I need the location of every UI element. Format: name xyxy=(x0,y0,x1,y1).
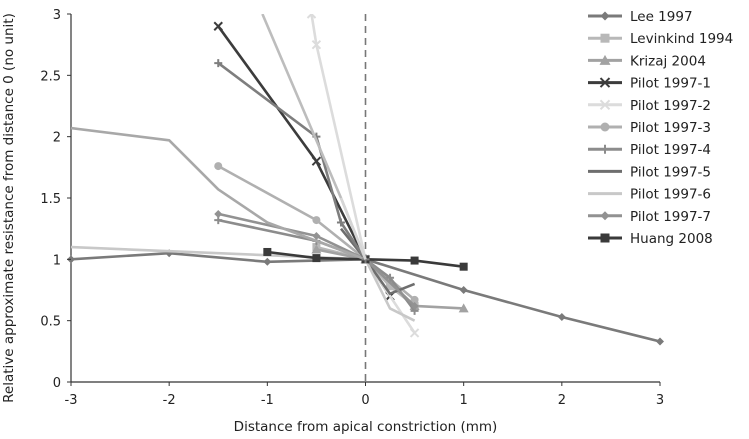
legend-label: Pilot 1997-5 xyxy=(630,164,711,180)
legend-item: Huang 2008 xyxy=(588,231,713,247)
data-point xyxy=(213,21,223,31)
data-point xyxy=(312,232,321,241)
legend-swatch-marker xyxy=(599,99,611,111)
legend-item: Pilot 1997-3 xyxy=(588,120,711,136)
data-point xyxy=(459,262,468,271)
legend-item: Pilot 1997-4 xyxy=(588,142,711,158)
data-point xyxy=(410,256,419,265)
x-tick-label: -3 xyxy=(65,393,78,408)
plot-area xyxy=(67,14,664,383)
legend-label: Pilot 1997-1 xyxy=(630,76,711,92)
legend-item: Pilot 1997-7 xyxy=(588,209,711,225)
data-point xyxy=(386,273,395,282)
data-point xyxy=(557,312,566,321)
data-point xyxy=(409,328,420,338)
x-tick-label: 2 xyxy=(558,393,566,408)
data-point xyxy=(312,254,321,263)
data-point xyxy=(214,162,223,171)
legend-item: Pilot 1997-2 xyxy=(588,98,711,114)
series-7 xyxy=(339,227,416,295)
data-point xyxy=(656,337,664,346)
legend-label: Pilot 1997-3 xyxy=(630,120,711,136)
series-group xyxy=(67,14,664,346)
legend-label: Pilot 1997-2 xyxy=(630,98,711,114)
data-point xyxy=(311,244,322,254)
x-axis-ticks: -3 -2 -1 0 1 2 3 xyxy=(65,382,664,408)
x-tick-label: 3 xyxy=(656,393,664,408)
series-line xyxy=(310,14,416,334)
x-tick-label: -2 xyxy=(163,393,176,408)
legend-label: Pilot 1997-4 xyxy=(630,142,711,158)
legend-item: Krizaj 2004 xyxy=(588,53,706,69)
legend-label: Levinkind 1994 xyxy=(630,31,733,47)
legend-label: Krizaj 2004 xyxy=(630,53,706,69)
data-point xyxy=(263,257,272,266)
series-line xyxy=(218,212,416,307)
legend: Lee 1997 Levinkind 1994 Krizaj 2004 Pilot 1… xyxy=(588,9,733,247)
legend-swatch-marker xyxy=(600,33,610,43)
legend-swatch-marker xyxy=(600,11,610,21)
y-axis-title: Relative approximate resistance from dis… xyxy=(1,13,17,403)
data-point xyxy=(410,301,419,310)
legend-label: Pilot 1997-7 xyxy=(630,209,711,225)
y-tick-label: 0 xyxy=(53,376,61,391)
series-line xyxy=(70,245,416,322)
legend-item: Pilot 1997-1 xyxy=(588,76,711,92)
legend-swatch-marker xyxy=(599,77,611,88)
data-point xyxy=(336,218,345,227)
series-11 xyxy=(70,126,366,261)
data-point xyxy=(263,247,272,256)
x-tick-label: 1 xyxy=(460,393,468,408)
legend-swatch-marker xyxy=(600,144,610,154)
data-point xyxy=(312,216,321,225)
y-tick-label: 3 xyxy=(53,8,61,23)
y-tick-label: 1.5 xyxy=(40,192,61,207)
data-point xyxy=(459,286,468,294)
series-line xyxy=(339,197,367,260)
series-14 xyxy=(339,197,367,260)
legend-label: Pilot 1997-6 xyxy=(630,187,711,203)
y-tick-label: 0.5 xyxy=(40,315,61,330)
x-tick-label: -1 xyxy=(261,393,274,408)
y-tick-label: 2 xyxy=(53,131,61,146)
legend-swatch-marker xyxy=(599,54,611,65)
y-axis-ticks: 0 0.5 1 1.5 2 2.5 3 xyxy=(40,8,71,391)
legend-swatch-marker xyxy=(600,211,610,221)
y-tick-label: 1 xyxy=(53,253,61,268)
legend-swatch-marker xyxy=(600,233,610,243)
series-8 xyxy=(70,245,416,322)
y-tick-label: 2.5 xyxy=(40,69,61,84)
legend-item: Lee 1997 xyxy=(588,9,693,25)
series-line xyxy=(217,62,367,261)
data-point xyxy=(410,295,419,304)
legend-label: Lee 1997 xyxy=(630,9,693,25)
legend-swatch-marker xyxy=(600,122,610,132)
data-point xyxy=(458,303,469,313)
x-axis-title: Distance from apical constriction (mm) xyxy=(234,419,498,435)
data-point xyxy=(214,59,223,68)
legend-label: Huang 2008 xyxy=(630,231,713,247)
data-point xyxy=(214,209,223,218)
legend-item: Levinkind 1994 xyxy=(588,31,733,47)
legend-item: Pilot 1997-6 xyxy=(588,187,711,203)
data-point xyxy=(306,14,317,19)
series-line xyxy=(339,227,416,295)
data-point xyxy=(311,39,322,50)
data-point xyxy=(311,156,322,166)
series-line xyxy=(70,126,366,261)
x-tick-label: 0 xyxy=(361,393,369,408)
data-point xyxy=(386,282,395,291)
legend-item: Pilot 1997-5 xyxy=(588,164,711,180)
